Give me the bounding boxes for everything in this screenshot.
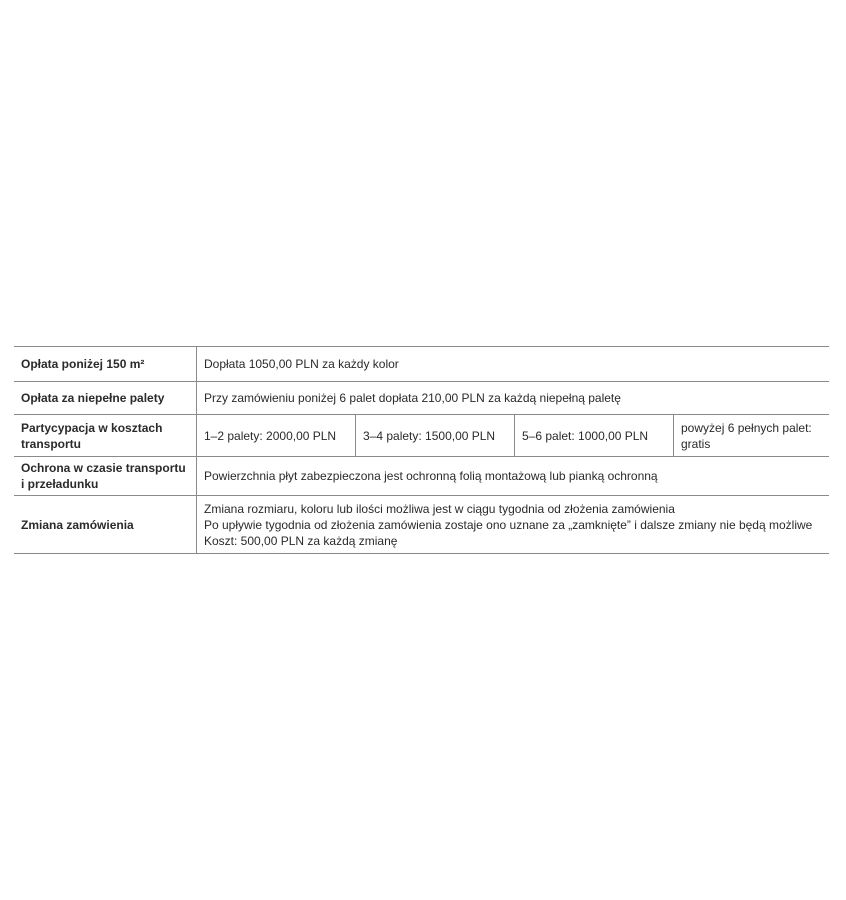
row-value: Dopłata 1050,00 PLN za każdy kolor <box>196 346 829 382</box>
transport-cost-cell: 3–4 palety: 1500,00 PLN <box>355 414 515 457</box>
value-line: Koszt: 500,00 PLN za każdą zmianę <box>204 533 398 548</box>
value-line: Po upływie tygodnia od złożenia zamówien… <box>204 517 813 532</box>
table-row: Opłata za niepełne palety Przy zamówieni… <box>14 381 829 415</box>
row-value: Przy zamówieniu poniżej 6 palet dopłata … <box>196 381 829 415</box>
pricing-terms-table: Opłata poniżej 150 m² Dopłata 1050,00 PL… <box>14 346 829 554</box>
value-line: Zmiana rozmiaru, koloru lub ilości możli… <box>204 501 675 516</box>
row-label: Opłata za niepełne palety <box>14 381 197 415</box>
row-value: Zmiana rozmiaru, koloru lub ilości możli… <box>196 495 829 554</box>
table-row: Ochrona w czasie transportu i przeładunk… <box>14 456 829 496</box>
table-row: Opłata poniżej 150 m² Dopłata 1050,00 PL… <box>14 346 829 382</box>
row-value: Powierzchnia płyt zabezpieczona jest och… <box>196 456 829 496</box>
row-label: Opłata poniżej 150 m² <box>14 346 197 382</box>
transport-cost-cell: 5–6 palet: 1000,00 PLN <box>514 414 674 457</box>
transport-cost-cell: 1–2 palety: 2000,00 PLN <box>196 414 356 457</box>
row-label: Ochrona w czasie transportu i przeładunk… <box>14 456 197 496</box>
table-row: Zmiana zamówienia Zmiana rozmiaru, kolor… <box>14 495 829 554</box>
row-label: Partycypacja w kosztach transportu <box>14 414 197 457</box>
table-row: Partycypacja w kosztach transportu 1–2 p… <box>14 414 829 457</box>
row-label: Zmiana zamówienia <box>14 495 197 554</box>
transport-cost-cell: powyżej 6 pełnych palet: gratis <box>673 414 829 457</box>
